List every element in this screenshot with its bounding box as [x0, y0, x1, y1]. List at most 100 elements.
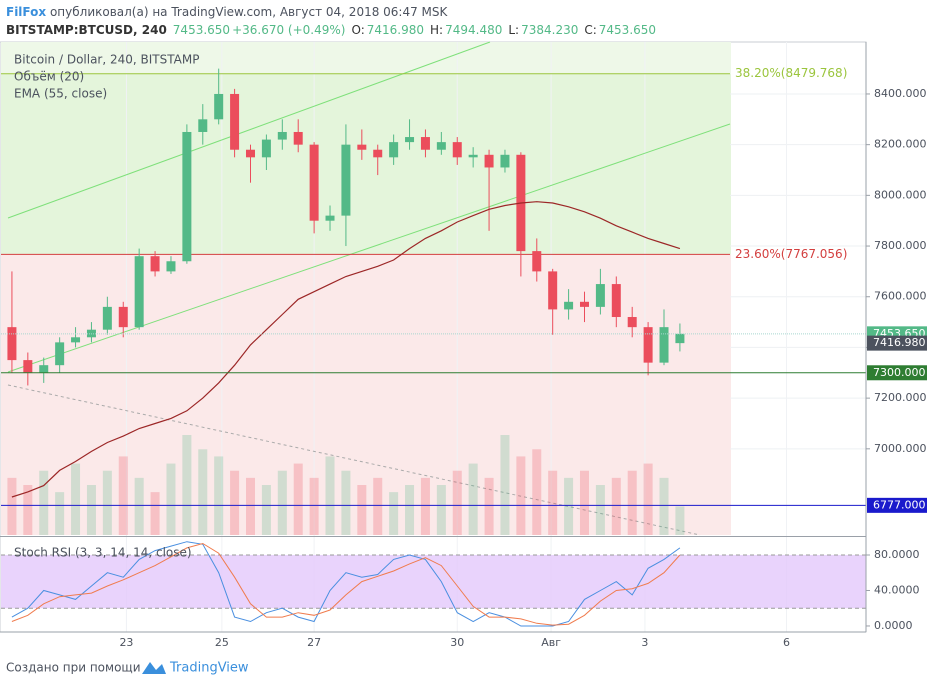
- candle-body: [293, 131, 303, 145]
- candle-body: [23, 360, 33, 373]
- volume-bar: [55, 492, 65, 535]
- y-tick-label: 7200.000: [874, 391, 927, 404]
- candle-body: [675, 333, 685, 344]
- volume-bar: [500, 435, 510, 535]
- x-tick-label: 23: [119, 636, 133, 649]
- footer-text: Создано при помощи: [6, 661, 141, 675]
- volume-bar: [389, 492, 399, 535]
- candle-body: [182, 131, 192, 262]
- candle-body: [564, 301, 574, 310]
- volume-bar: [373, 477, 383, 535]
- quote-part: 7453.650: [173, 23, 230, 37]
- candle-body: [627, 317, 637, 328]
- fib-zone: [1, 73, 731, 255]
- volume-bar: [245, 477, 255, 535]
- volume-bar: [277, 470, 287, 535]
- candle-body: [150, 256, 160, 272]
- y-tick-label: 7600.000: [874, 290, 927, 303]
- quote-part: 7453.650: [599, 23, 656, 37]
- stoch-band: [1, 554, 866, 609]
- volume-bar: [627, 470, 637, 535]
- volume-bar: [71, 463, 81, 535]
- volume-bar: [118, 456, 128, 535]
- candle-body: [55, 342, 65, 366]
- volume-bar: [23, 485, 33, 535]
- y-tick-label: 8400.000: [874, 87, 927, 100]
- y-tick-label: 8200.000: [874, 138, 927, 151]
- volume-bar: [675, 506, 685, 535]
- candle-body: [134, 256, 144, 328]
- y-tick-label: 7800.000: [874, 239, 927, 252]
- quote-part: BITSTAMP:BTCUSD, 240: [6, 23, 167, 37]
- channel-line: [7, 123, 731, 373]
- volume-bar: [7, 477, 17, 535]
- legend-entry: EMA (55, close): [14, 87, 107, 101]
- x-tick-label: 27: [307, 636, 321, 649]
- candle-body: [198, 119, 208, 132]
- publish-text: опубликовал(а) на TradingView.com, Авгус…: [50, 5, 449, 19]
- quote-part: 7384.230: [521, 23, 578, 37]
- volume-bar: [214, 456, 224, 535]
- candle-body: [484, 154, 494, 168]
- user: FilFox: [6, 5, 46, 19]
- candle-body: [245, 149, 255, 158]
- y-tick-label: 0.0000: [874, 619, 913, 632]
- candle-body: [405, 137, 415, 143]
- quote-part: 7494.480: [445, 23, 502, 37]
- x-tick-label: 3: [641, 636, 648, 649]
- volume-bar: [484, 477, 494, 535]
- volume-bar: [261, 485, 271, 535]
- candle-body: [389, 142, 399, 158]
- candle-body: [325, 215, 335, 221]
- ema-line: [11, 201, 681, 498]
- volume-bar: [150, 492, 160, 535]
- price-label: 6777.000: [873, 498, 926, 511]
- volume-bar: [532, 449, 542, 535]
- volume-bar: [468, 463, 478, 535]
- volume-bar: [548, 470, 558, 535]
- volume-bar: [341, 470, 351, 535]
- candle-body: [548, 271, 558, 310]
- price-label: 7416.980: [873, 336, 926, 349]
- price-label-box: [867, 365, 927, 381]
- candle-body: [532, 251, 542, 272]
- candle-body: [595, 284, 605, 307]
- x-tick-label: Авг: [541, 636, 561, 649]
- volume-bar: [516, 456, 526, 535]
- candle-body: [309, 144, 319, 221]
- candle-body: [643, 327, 653, 363]
- stoch-title: Stoch RSI (3, 3, 14, 14, close): [14, 546, 192, 560]
- candle-body: [452, 142, 462, 158]
- candle-body: [579, 301, 589, 307]
- volume-bar: [579, 470, 589, 535]
- candle-body: [436, 142, 446, 150]
- candle-body: [214, 93, 224, 120]
- fib-zone: [1, 42, 731, 74]
- quote-part: O:: [351, 23, 364, 37]
- volume-bar: [39, 470, 49, 535]
- candle-body: [468, 154, 478, 158]
- y-tick-label: 8000.000: [874, 188, 927, 201]
- quote-part: +36.670 (+0.49%): [232, 23, 345, 37]
- fib-label: 38.20%(8479.768): [735, 66, 847, 80]
- volume-bar: [405, 485, 415, 535]
- volume-bar: [325, 456, 335, 535]
- quote-part: 7416.980: [367, 23, 424, 37]
- channel-line: [7, 41, 491, 219]
- candle-body: [277, 131, 287, 140]
- y-tick-label: 7000.000: [874, 442, 927, 455]
- quote-part: H:: [430, 23, 443, 37]
- y-tick-label: 40.0000: [874, 583, 920, 596]
- volume-bar: [182, 435, 192, 535]
- volume-bar: [102, 470, 112, 535]
- candle-body: [71, 337, 81, 343]
- volume-bar: [659, 477, 669, 535]
- volume-bar: [293, 463, 303, 535]
- volume-bar: [134, 477, 144, 535]
- brand[interactable]: TradingView: [169, 661, 249, 676]
- fib-zone: [1, 254, 731, 535]
- price-label-box: [867, 335, 927, 351]
- volume-bar: [357, 485, 367, 535]
- candle-body: [659, 327, 669, 363]
